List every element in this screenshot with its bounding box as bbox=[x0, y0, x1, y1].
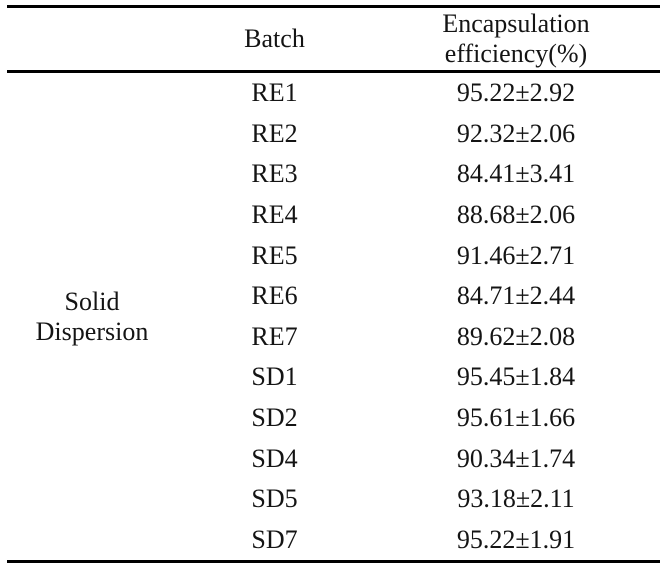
efficiency-cell: 95.22±2.92 bbox=[456, 78, 576, 108]
batch-cell: SD1 bbox=[251, 362, 298, 392]
table-row: SD1 95.45±1.84 bbox=[7, 357, 660, 398]
efficiency-cell: 92.32±2.06 bbox=[456, 118, 576, 148]
efficiency-cell: 89.62±2.08 bbox=[456, 321, 576, 351]
batch-cell: RE7 bbox=[251, 321, 298, 351]
efficiency-cell: 91.46±2.71 bbox=[456, 240, 576, 270]
table-row: SD4 90.34±1.74 bbox=[7, 438, 660, 479]
table-row: RE3 84.41±3.41 bbox=[7, 154, 660, 195]
table-body: Solid Dispersion RE1 95.22±2.92 RE2 92.3… bbox=[7, 72, 660, 562]
table-row: SD5 93.18±2.11 bbox=[7, 479, 660, 520]
batch-cell: RE1 bbox=[251, 78, 298, 108]
table-row: RE2 92.32±2.06 bbox=[7, 114, 660, 155]
efficiency-header: Encapsulation efficiency(%) bbox=[442, 9, 590, 68]
table-row: RE7 89.62±2.08 bbox=[7, 317, 660, 358]
efficiency-cell: 88.68±2.06 bbox=[456, 200, 576, 230]
batch-cell: SD7 bbox=[251, 524, 298, 554]
encapsulation-efficiency-table: Batch Encapsulation efficiency(%) Solid … bbox=[7, 5, 660, 564]
efficiency-cell: 95.22±1.91 bbox=[456, 524, 576, 554]
batch-cell: RE4 bbox=[251, 200, 298, 230]
batch-cell: SD5 bbox=[251, 484, 298, 514]
table-row: SD7 95.22±1.91 bbox=[7, 520, 660, 562]
efficiency-cell: 90.34±1.74 bbox=[456, 443, 576, 473]
batch-header: Batch bbox=[244, 24, 305, 53]
batch-cell: RE3 bbox=[251, 159, 298, 189]
batch-cell: SD2 bbox=[251, 403, 298, 433]
efficiency-cell: 84.41±3.41 bbox=[456, 159, 576, 189]
batch-cell: RE5 bbox=[251, 240, 298, 270]
header-row: Batch Encapsulation efficiency(%) bbox=[7, 7, 660, 72]
table-row: RE5 91.46±2.71 bbox=[7, 235, 660, 276]
efficiency-cell: 95.45±1.84 bbox=[456, 362, 576, 392]
batch-cell: RE2 bbox=[251, 118, 298, 148]
efficiency-cell: 95.61±1.66 bbox=[456, 403, 576, 433]
batch-cell: RE6 bbox=[251, 281, 298, 311]
table-row: RE6 84.71±2.44 bbox=[7, 276, 660, 317]
efficiency-cell: 93.18±2.11 bbox=[457, 484, 575, 514]
batch-cell: SD4 bbox=[251, 443, 298, 473]
group-header bbox=[7, 7, 177, 72]
table-header: Batch Encapsulation efficiency(%) bbox=[7, 7, 660, 72]
table-row: RE4 88.68±2.06 bbox=[7, 195, 660, 236]
group-label: Solid Dispersion bbox=[35, 286, 149, 346]
table-row: Solid Dispersion RE1 95.22±2.92 bbox=[7, 72, 660, 345]
table-row: SD2 95.61±1.66 bbox=[7, 398, 660, 439]
efficiency-cell: 84.71±2.44 bbox=[456, 281, 576, 311]
